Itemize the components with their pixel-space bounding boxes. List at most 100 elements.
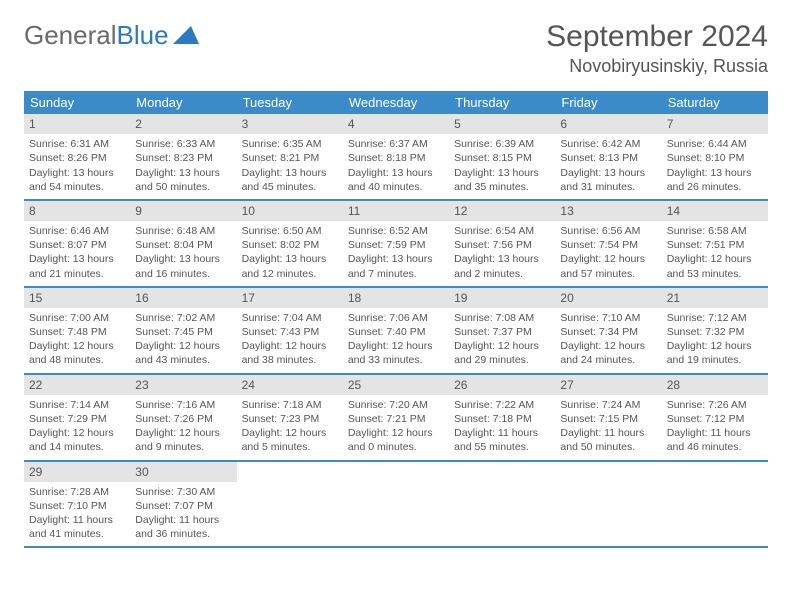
- daylight-text: Daylight: 11 hours and 50 minutes.: [560, 426, 656, 454]
- day-number: 11: [343, 201, 449, 221]
- daylight-text: Daylight: 13 hours and 21 minutes.: [29, 252, 125, 280]
- sunset-text: Sunset: 7:10 PM: [29, 499, 125, 513]
- day-number: 21: [662, 288, 768, 308]
- day-cell: 18Sunrise: 7:06 AMSunset: 7:40 PMDayligh…: [343, 288, 449, 373]
- sunset-text: Sunset: 7:34 PM: [560, 325, 656, 339]
- day-cell: 24Sunrise: 7:18 AMSunset: 7:23 PMDayligh…: [237, 375, 343, 460]
- location: Novobiryusinskiy, Russia: [546, 56, 768, 77]
- day-cell: 13Sunrise: 6:56 AMSunset: 7:54 PMDayligh…: [555, 201, 661, 286]
- sunrise-text: Sunrise: 7:16 AM: [135, 398, 231, 412]
- day-number: 23: [130, 375, 236, 395]
- sunset-text: Sunset: 7:18 PM: [454, 412, 550, 426]
- sunrise-text: Sunrise: 7:20 AM: [348, 398, 444, 412]
- day-number: 14: [662, 201, 768, 221]
- day-number: 13: [555, 201, 661, 221]
- daylight-text: Daylight: 13 hours and 2 minutes.: [454, 252, 550, 280]
- sunrise-text: Sunrise: 6:48 AM: [135, 224, 231, 238]
- daylight-text: Daylight: 11 hours and 46 minutes.: [667, 426, 763, 454]
- day-number: 9: [130, 201, 236, 221]
- day-cell: 19Sunrise: 7:08 AMSunset: 7:37 PMDayligh…: [449, 288, 555, 373]
- day-cell: 2Sunrise: 6:33 AMSunset: 8:23 PMDaylight…: [130, 114, 236, 199]
- sunset-text: Sunset: 8:07 PM: [29, 238, 125, 252]
- sunrise-text: Sunrise: 7:14 AM: [29, 398, 125, 412]
- day-cell: 5Sunrise: 6:39 AMSunset: 8:15 PMDaylight…: [449, 114, 555, 199]
- daylight-text: Daylight: 12 hours and 9 minutes.: [135, 426, 231, 454]
- daylight-text: Daylight: 12 hours and 53 minutes.: [667, 252, 763, 280]
- day-cell: 25Sunrise: 7:20 AMSunset: 7:21 PMDayligh…: [343, 375, 449, 460]
- sunset-text: Sunset: 7:21 PM: [348, 412, 444, 426]
- calendar: SundayMondayTuesdayWednesdayThursdayFrid…: [24, 91, 768, 548]
- day-number: 5: [449, 114, 555, 134]
- daylight-text: Daylight: 11 hours and 36 minutes.: [135, 513, 231, 541]
- sunrise-text: Sunrise: 7:26 AM: [667, 398, 763, 412]
- sunrise-text: Sunrise: 7:12 AM: [667, 311, 763, 325]
- day-number: 24: [237, 375, 343, 395]
- day-cell: 27 Sunrise: 7:24 AMSunset: 7:15 PMDayligh…: [555, 375, 661, 460]
- sunset-text: Sunset: 7:54 PM: [560, 238, 656, 252]
- day-number: 3: [237, 114, 343, 134]
- title-block: September 2024 Novobiryusinskiy, Russia: [546, 20, 768, 77]
- day-number: 16: [130, 288, 236, 308]
- week-row: 22Sunrise: 7:14 AMSunset: 7:29 PMDayligh…: [24, 375, 768, 462]
- day-cell: 21Sunrise: 7:12 AMSunset: 7:32 PMDayligh…: [662, 288, 768, 373]
- day-cell: 1Sunrise: 6:31 AMSunset: 8:26 PMDaylight…: [24, 114, 130, 199]
- day-header-cell: Saturday: [662, 91, 768, 114]
- sunrise-text: Sunrise: 7:18 AM: [242, 398, 338, 412]
- sunrise-text: Sunrise: 6:58 AM: [667, 224, 763, 238]
- sunset-text: Sunset: 7:40 PM: [348, 325, 444, 339]
- sunrise-text: Sunrise: 7:08 AM: [454, 311, 550, 325]
- sunset-text: Sunset: 7:29 PM: [29, 412, 125, 426]
- sunset-text: Sunset: 7:59 PM: [348, 238, 444, 252]
- daylight-text: Daylight: 12 hours and 38 minutes.: [242, 339, 338, 367]
- day-cell: 16Sunrise: 7:02 AMSunset: 7:45 PMDayligh…: [130, 288, 236, 373]
- logo-text-1: General: [24, 20, 117, 51]
- sunset-text: Sunset: 8:21 PM: [242, 151, 338, 165]
- day-cell: 8Sunrise: 6:46 AMSunset: 8:07 PMDaylight…: [24, 201, 130, 286]
- sunrise-text: Sunrise: 7:10 AM: [560, 311, 656, 325]
- sunrise-text: Sunrise: 6:46 AM: [29, 224, 125, 238]
- day-cell: 12Sunrise: 6:54 AMSunset: 7:56 PMDayligh…: [449, 201, 555, 286]
- sunrise-text: Sunrise: 6:33 AM: [135, 137, 231, 151]
- day-number: 18: [343, 288, 449, 308]
- sunrise-text: Sunrise: 7:24 AM: [560, 398, 656, 412]
- sunset-text: Sunset: 7:15 PM: [560, 412, 656, 426]
- daylight-text: Daylight: 12 hours and 19 minutes.: [667, 339, 763, 367]
- day-header-row: SundayMondayTuesdayWednesdayThursdayFrid…: [24, 91, 768, 114]
- day-header-cell: Sunday: [24, 91, 130, 114]
- logo-triangle-icon: [173, 20, 199, 51]
- sunset-text: Sunset: 7:07 PM: [135, 499, 231, 513]
- day-number: 27: [555, 375, 661, 395]
- daylight-text: Daylight: 12 hours and 43 minutes.: [135, 339, 231, 367]
- week-row: 1Sunrise: 6:31 AMSunset: 8:26 PMDaylight…: [24, 114, 768, 201]
- sunrise-text: Sunrise: 6:52 AM: [348, 224, 444, 238]
- sunrise-text: Sunrise: 6:54 AM: [454, 224, 550, 238]
- daylight-text: Daylight: 12 hours and 5 minutes.: [242, 426, 338, 454]
- day-cell: 7Sunrise: 6:44 AMSunset: 8:10 PMDaylight…: [662, 114, 768, 199]
- sunrise-text: Sunrise: 7:06 AM: [348, 311, 444, 325]
- day-header-cell: Monday: [130, 91, 236, 114]
- sunrise-text: Sunrise: 6:37 AM: [348, 137, 444, 151]
- day-cell: [662, 462, 768, 547]
- logo-text-2: Blue: [117, 20, 169, 51]
- day-number: 15: [24, 288, 130, 308]
- sunset-text: Sunset: 8:23 PM: [135, 151, 231, 165]
- sunset-text: Sunset: 8:18 PM: [348, 151, 444, 165]
- day-cell: 17Sunrise: 7:04 AMSunset: 7:43 PMDayligh…: [237, 288, 343, 373]
- daylight-text: Daylight: 12 hours and 24 minutes.: [560, 339, 656, 367]
- sunrise-text: Sunrise: 7:04 AM: [242, 311, 338, 325]
- sunset-text: Sunset: 7:43 PM: [242, 325, 338, 339]
- sunrise-text: Sunrise: 6:56 AM: [560, 224, 656, 238]
- day-cell: 6Sunrise: 6:42 AMSunset: 8:13 PMDaylight…: [555, 114, 661, 199]
- day-number: 22: [24, 375, 130, 395]
- day-number: 25: [343, 375, 449, 395]
- day-number: 1: [24, 114, 130, 134]
- logo: GeneralBlue: [24, 20, 199, 51]
- sunrise-text: Sunrise: 7:28 AM: [29, 485, 125, 499]
- day-number: 2: [130, 114, 236, 134]
- day-cell: 20Sunrise: 7:10 AMSunset: 7:34 PMDayligh…: [555, 288, 661, 373]
- sunset-text: Sunset: 7:48 PM: [29, 325, 125, 339]
- daylight-text: Daylight: 12 hours and 14 minutes.: [29, 426, 125, 454]
- daylight-text: Daylight: 13 hours and 35 minutes.: [454, 166, 550, 194]
- day-number: 10: [237, 201, 343, 221]
- sunset-text: Sunset: 8:13 PM: [560, 151, 656, 165]
